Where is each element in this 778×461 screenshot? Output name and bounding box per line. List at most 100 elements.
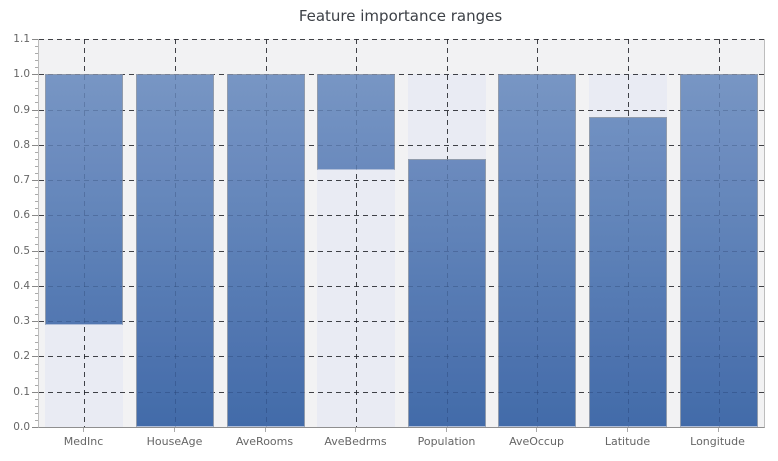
chart-title: Feature importance ranges: [298, 7, 503, 25]
importance-bar: [45, 74, 123, 325]
h-gridline: [39, 286, 764, 287]
y-minor-tick: [35, 151, 38, 153]
y-tick-label: 0.2: [13, 350, 30, 363]
v-gridline: [175, 39, 176, 427]
y-minor-tick: [35, 95, 38, 97]
x-tick-label: Latitude: [604, 435, 651, 448]
y-minor-tick: [35, 278, 38, 280]
h-gridline: [39, 392, 764, 393]
y-tick: [32, 391, 38, 393]
y-tick-label: 0.3: [13, 315, 30, 328]
h-gridline: [39, 145, 764, 146]
y-minor-tick: [35, 384, 38, 386]
x-tick: [446, 428, 447, 432]
x-tick: [718, 428, 719, 432]
x-tick-label: AveRooms: [235, 435, 294, 448]
y-minor-tick: [35, 187, 38, 189]
y-tick: [32, 180, 38, 182]
y-tick-label: 0.5: [13, 244, 30, 257]
y-tick-label: 0.8: [13, 138, 30, 151]
y-minor-tick: [35, 67, 38, 69]
h-gridline: [39, 39, 764, 40]
y-minor-tick: [35, 158, 38, 160]
y-minor-tick: [35, 53, 38, 55]
y-minor-tick: [35, 398, 38, 400]
y-minor-tick: [35, 46, 38, 48]
h-gridline: [39, 110, 764, 111]
y-minor-tick: [35, 194, 38, 196]
h-gridline: [39, 180, 764, 181]
y-tick: [32, 356, 38, 358]
y-minor-tick: [35, 81, 38, 83]
y-minor-tick: [35, 137, 38, 139]
x-tick: [627, 428, 628, 432]
y-minor-tick: [35, 243, 38, 245]
y-minor-tick: [35, 335, 38, 337]
y-tick: [32, 250, 38, 252]
h-gridline: [39, 145, 764, 146]
h-gridline: [39, 356, 764, 357]
h-gridline: [39, 39, 764, 40]
y-tick-label: 0.9: [13, 103, 30, 116]
x-tick-label: HouseAge: [146, 435, 203, 448]
h-gridline: [39, 392, 764, 393]
y-tick: [32, 39, 38, 40]
importance-bar: [408, 158, 486, 427]
x-tick: [265, 428, 266, 432]
v-gridline: [266, 39, 267, 427]
y-minor-tick: [35, 264, 38, 266]
x-tick: [83, 428, 84, 432]
importance-bar: [680, 74, 758, 427]
y-minor-tick: [35, 116, 38, 118]
y-minor-tick: [35, 300, 38, 302]
importance-bar: [589, 116, 667, 427]
h-gridline: [39, 215, 764, 216]
x-tick-label: Population: [417, 435, 476, 448]
h-gridline: [39, 321, 764, 322]
h-gridline: [39, 286, 764, 287]
grid-over-layer: [39, 39, 764, 427]
v-gridline: [356, 39, 357, 427]
y-tick-label: 1.0: [13, 68, 30, 81]
y-tick-label: 0.4: [13, 279, 30, 292]
x-tick: [174, 428, 175, 432]
y-minor-tick: [35, 405, 38, 407]
h-gridline: [39, 180, 764, 181]
y-tick-label: 0.0: [13, 421, 30, 433]
x-tick-label: AveOccup: [509, 435, 564, 448]
h-gridline: [39, 251, 764, 252]
h-gridline: [39, 215, 764, 216]
y-minor-tick: [35, 173, 38, 175]
y-minor-tick: [35, 363, 38, 365]
y-tick: [32, 285, 38, 287]
y-minor-tick: [35, 370, 38, 372]
y-minor-tick: [35, 419, 38, 421]
y-minor-tick: [35, 307, 38, 309]
x-tick-label: Longitude: [690, 435, 745, 448]
y-tick: [32, 109, 38, 111]
y-minor-tick: [35, 123, 38, 125]
y-minor-tick: [35, 292, 38, 294]
y-minor-tick: [35, 201, 38, 203]
v-gridline: [628, 39, 629, 427]
h-gridline: [39, 74, 764, 75]
y-minor-tick: [35, 165, 38, 167]
y-tick: [32, 74, 38, 76]
y-minor-tick: [35, 271, 38, 273]
plot-area: [38, 39, 765, 428]
x-tick: [355, 428, 356, 432]
h-gridline: [39, 74, 764, 75]
y-tick: [32, 427, 38, 428]
importance-bar: [136, 74, 214, 427]
y-minor-tick: [35, 208, 38, 210]
y-minor-tick: [35, 412, 38, 414]
y-tick-label: 0.6: [13, 209, 30, 222]
h-gridline: [39, 251, 764, 252]
y-minor-tick: [35, 328, 38, 330]
y-minor-tick: [35, 102, 38, 104]
y-minor-tick: [35, 88, 38, 90]
h-gridline: [39, 110, 764, 111]
v-gridline: [84, 39, 85, 427]
y-tick-label: 0.7: [13, 174, 30, 187]
